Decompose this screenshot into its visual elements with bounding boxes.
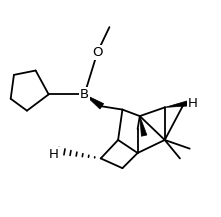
Text: H: H bbox=[49, 148, 59, 161]
Polygon shape bbox=[84, 94, 104, 109]
Polygon shape bbox=[140, 116, 147, 136]
Text: B: B bbox=[80, 88, 89, 101]
Text: H: H bbox=[188, 97, 198, 110]
Polygon shape bbox=[165, 100, 190, 107]
Text: O: O bbox=[92, 46, 103, 59]
